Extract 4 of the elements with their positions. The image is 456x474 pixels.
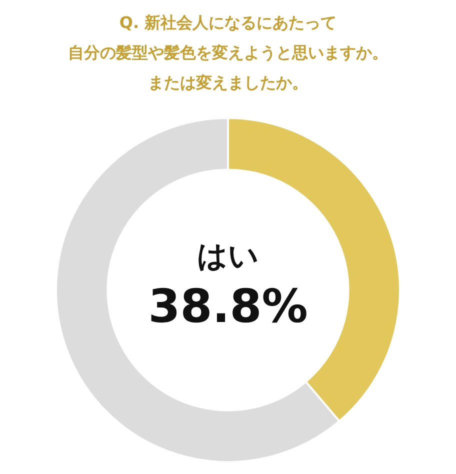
data-label: 38.8% xyxy=(148,278,308,333)
chart-subtitle: 自分の髪型や髪色を変えようと思いますか。または変えましたか。 xyxy=(67,42,389,94)
chart-title: Q. 新社会人になるにあたって xyxy=(118,12,338,34)
slice-label: はい xyxy=(197,238,259,274)
